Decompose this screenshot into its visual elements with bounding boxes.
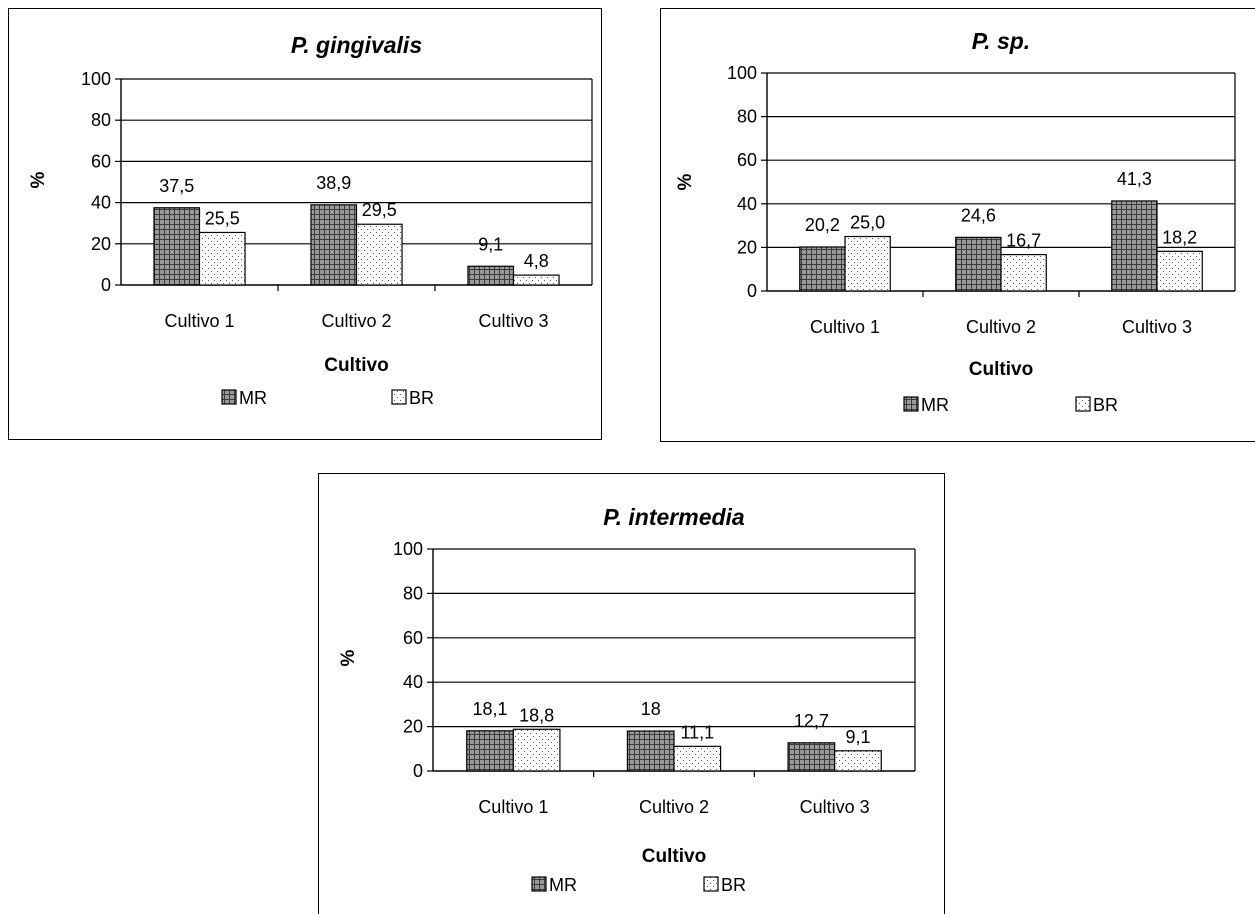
bar-br — [355, 223, 403, 286]
bar-mr — [466, 730, 514, 772]
data-label: 20,2 — [805, 215, 840, 235]
x-axis-title: Cultivo — [324, 355, 388, 376]
chart-title: P. intermedia — [603, 504, 745, 530]
x-tick-label: Cultivo 3 — [800, 797, 870, 817]
chart-svg-intermedia: P. intermedia 0 20 40 60 80 100 Cultivo 1 18,1 18… — [338, 504, 916, 895]
bar-mr — [955, 236, 1002, 292]
bar-br — [512, 728, 561, 772]
x-tick-label: Cultivo 2 — [966, 317, 1036, 337]
y-tick-label: 20 — [403, 717, 423, 737]
legend-label-br: BR — [409, 388, 434, 408]
chart-panel-gingivalis: P. gingivalis 0 20 40 60 80 100 Cultivo 1 37,5 25… — [8, 8, 602, 440]
bar-br — [1156, 250, 1203, 292]
legend-label-br: BR — [1093, 395, 1118, 415]
y-axis-title: % — [28, 171, 49, 188]
y-tick-label: 0 — [413, 761, 423, 781]
bar-br — [844, 235, 891, 292]
data-label: 25,0 — [850, 213, 885, 233]
legend-swatch-br — [1075, 396, 1091, 412]
y-tick-label: 100 — [727, 63, 757, 83]
chart-svg-psp: P. sp. 0 20 40 60 80 100 Cultivo 1 20,2 25,0 Culti… — [675, 28, 1236, 415]
legend-label-mr: MR — [921, 395, 949, 415]
y-tick-label: 80 — [737, 107, 757, 127]
bar-br — [834, 750, 882, 772]
chart-title: P. sp. — [972, 28, 1030, 54]
y-tick-label: 40 — [737, 194, 757, 214]
data-label: 29,5 — [362, 200, 397, 220]
bar-mr — [467, 265, 515, 286]
chart-svg-gingivalis: P. gingivalis 0 20 40 60 80 100 Cultivo 1 37,5 25… — [28, 32, 593, 408]
legend-swatch-br — [391, 389, 407, 405]
data-label: 9,1 — [845, 727, 870, 747]
y-tick-label: 20 — [91, 234, 111, 254]
data-label: 37,5 — [159, 176, 194, 196]
data-label: 16,7 — [1006, 231, 1041, 251]
x-tick-label: Cultivo 2 — [639, 797, 709, 817]
y-axis-title: % — [675, 173, 696, 190]
bar-mr — [153, 207, 201, 286]
legend-swatch-br — [703, 876, 719, 892]
legend-swatch-mr — [531, 876, 547, 892]
data-label: 18,2 — [1162, 227, 1197, 247]
x-tick-label: Cultivo 3 — [478, 311, 548, 331]
y-tick-label: 0 — [101, 275, 111, 295]
x-tick-label: Cultivo 1 — [164, 311, 234, 331]
bar-mr — [626, 730, 675, 772]
data-label: 24,6 — [961, 205, 996, 225]
bar-br — [198, 231, 246, 286]
y-tick-label: 40 — [91, 193, 111, 213]
data-label: 25,5 — [205, 208, 240, 228]
data-label: 12,7 — [794, 711, 829, 731]
legend-label-mr: MR — [239, 388, 267, 408]
chart-panel-intermedia: P. intermedia 0 20 40 60 80 100 Cultivo 1 18,1 18… — [318, 473, 945, 914]
y-tick-label: 60 — [91, 151, 111, 171]
legend-swatch-mr — [903, 396, 919, 412]
data-label: 41,3 — [1117, 169, 1152, 189]
y-tick-label: 100 — [81, 69, 111, 89]
y-tick-label: 60 — [737, 150, 757, 170]
bar-br — [512, 274, 560, 286]
legend-label-mr: MR — [549, 875, 577, 895]
bar-br — [1000, 253, 1047, 292]
chart-panel-psp: P. sp. 0 20 40 60 80 100 Cultivo 1 20,2 25,0 Culti… — [660, 8, 1255, 442]
legend-label-br: BR — [721, 875, 746, 895]
bar-mr — [787, 742, 836, 772]
data-label: 18,8 — [519, 705, 554, 725]
x-tick-label: Cultivo 1 — [478, 797, 548, 817]
data-label: 18 — [641, 699, 661, 719]
data-label: 18,1 — [473, 699, 508, 719]
x-axis-title: Cultivo — [969, 359, 1033, 380]
bar-br — [673, 745, 722, 772]
x-tick-label: Cultivo 2 — [321, 311, 391, 331]
chart-title: P. gingivalis — [291, 32, 422, 58]
bar-mr — [799, 246, 846, 292]
y-tick-label: 80 — [91, 110, 111, 130]
y-tick-label: 40 — [403, 672, 423, 692]
bar-mr — [310, 204, 358, 286]
data-label: 9,1 — [478, 234, 503, 254]
y-tick-label: 20 — [737, 237, 757, 257]
legend-swatch-mr — [221, 389, 237, 405]
y-tick-label: 0 — [747, 281, 757, 301]
y-tick-label: 60 — [403, 628, 423, 648]
data-label: 4,8 — [524, 251, 549, 271]
data-label: 38,9 — [316, 173, 351, 193]
x-axis-title: Cultivo — [642, 846, 706, 867]
y-tick-label: 100 — [393, 539, 423, 559]
x-tick-label: Cultivo 3 — [1122, 317, 1192, 337]
y-axis-title: % — [338, 649, 359, 666]
data-label: 11,1 — [680, 722, 714, 742]
y-tick-label: 80 — [403, 583, 423, 603]
x-tick-label: Cultivo 1 — [810, 317, 880, 337]
bar-mr — [1111, 200, 1158, 292]
